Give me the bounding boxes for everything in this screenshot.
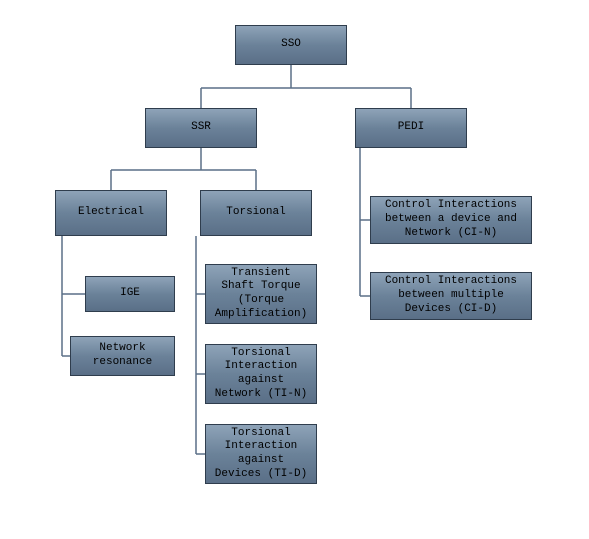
node-ige: IGE — [85, 276, 175, 312]
node-ci-d: Control Interactions between multiple De… — [370, 272, 532, 320]
node-torsional: Torsional — [200, 190, 312, 236]
node-electrical: Electrical — [55, 190, 167, 236]
node-transient-shaft-torque: Transient Shaft Torque (Torque Amplifica… — [205, 264, 317, 324]
node-network-resonance: Network resonance — [70, 336, 175, 376]
node-ti-n: Torsional Interaction against Network (T… — [205, 344, 317, 404]
node-ti-d: Torsional Interaction against Devices (T… — [205, 424, 317, 484]
node-pedi: PEDI — [355, 108, 467, 148]
node-ssr: SSR — [145, 108, 257, 148]
node-sso: SSO — [235, 25, 347, 65]
node-ci-n: Control Interactions between a device an… — [370, 196, 532, 244]
